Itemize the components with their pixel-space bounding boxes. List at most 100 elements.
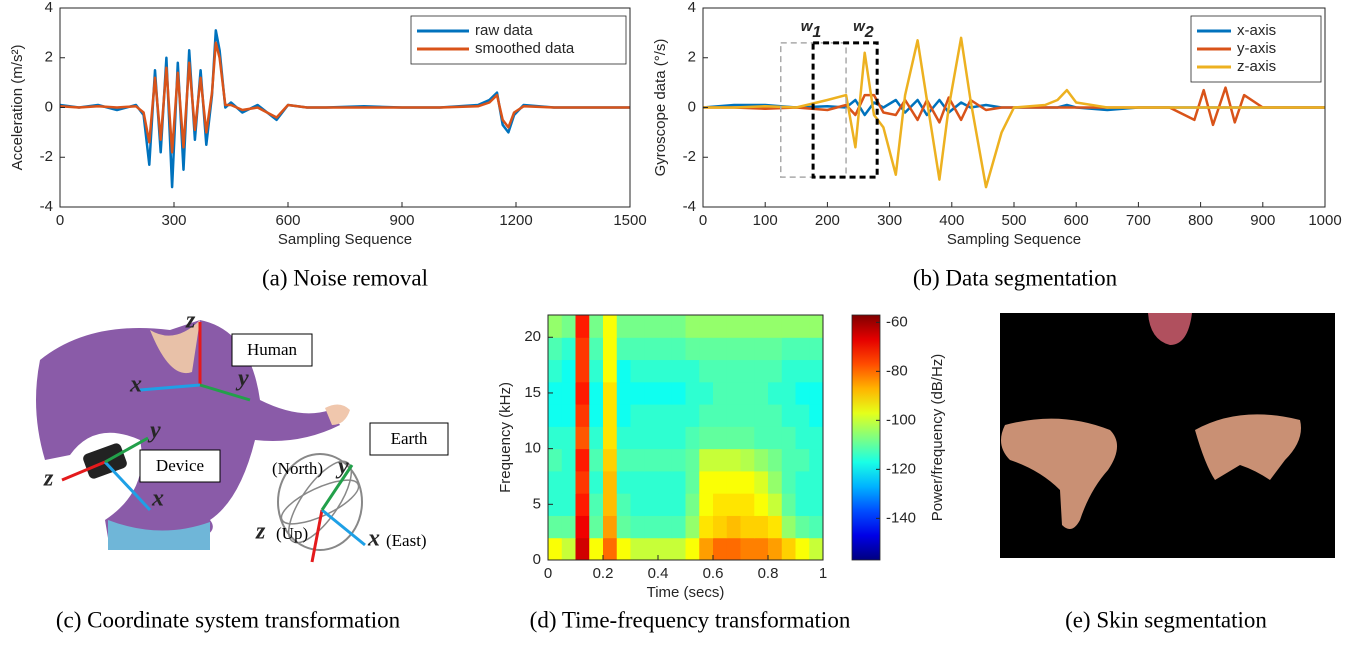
spectrogram-cell	[616, 381, 631, 405]
spectrogram-cell	[671, 381, 686, 405]
spectrogram-cell	[616, 537, 631, 561]
window-label: w2	[853, 18, 874, 41]
spectrogram-cell	[561, 359, 576, 383]
skin-region	[1195, 414, 1301, 480]
window-box	[811, 41, 879, 179]
x-tick-label: 600	[275, 212, 300, 229]
spectrogram-cell	[671, 493, 686, 516]
spectrogram-cell	[630, 337, 645, 361]
spectrogram-cell	[685, 493, 700, 516]
x-tick-label: 900	[1250, 212, 1275, 229]
spectrogram-cell	[726, 426, 741, 450]
colorbar	[851, 314, 881, 561]
spectrogram-cell	[589, 515, 604, 539]
spectrogram-cell	[713, 515, 728, 539]
spectrogram-cell	[658, 470, 673, 494]
y-axis-label: Acceleration (m/s²)	[9, 45, 26, 171]
spectrogram-cell	[616, 337, 631, 361]
axis-arrow	[199, 383, 251, 402]
y-tick-label: 2	[45, 49, 53, 66]
x-tick-label: 0.4	[648, 565, 669, 582]
spectrogram-cell	[575, 337, 590, 361]
spectrogram-cell	[603, 359, 618, 383]
spectrogram-cell	[658, 537, 673, 561]
spectrogram-cell	[809, 426, 824, 450]
label-box	[369, 422, 449, 456]
axis-letter: z	[185, 308, 196, 334]
spectrogram-cell	[616, 426, 631, 450]
spectrogram-cell	[658, 515, 673, 539]
axis-arrow	[310, 509, 324, 563]
human-jeans	[108, 520, 210, 550]
spectrogram-cell	[603, 315, 618, 338]
y-tick-label: 10	[524, 440, 541, 457]
spectrogram-cell	[768, 515, 783, 539]
spectrogram-cell	[548, 515, 563, 539]
spectrogram-cell	[644, 493, 659, 516]
colorbar-tick-label: -120	[886, 460, 916, 477]
label-box	[231, 333, 313, 367]
x-tick-label: 0	[699, 212, 707, 229]
spectrogram-cell	[809, 381, 824, 405]
spectrogram-cell	[740, 470, 755, 494]
spectrogram-cell	[658, 337, 673, 361]
spectrogram-cell	[685, 404, 700, 427]
y-tick-label: 5	[533, 495, 541, 512]
spectrogram-cell	[699, 404, 714, 427]
spectrogram-cell	[671, 470, 686, 494]
colorbar-tick-label: -140	[886, 509, 916, 526]
spectrogram-cell	[561, 448, 576, 472]
spectrogram-cell	[754, 448, 769, 472]
spectrogram-cell	[658, 448, 673, 472]
spectrogram-cell	[603, 381, 618, 405]
note: (North)	[272, 459, 323, 478]
spectrogram-cell	[726, 381, 741, 405]
axis-letter: x	[151, 486, 164, 512]
spectrogram-cell	[589, 493, 604, 516]
spectrogram-cell	[548, 337, 563, 361]
spectrogram-cell	[795, 404, 810, 427]
axis-letter: z	[255, 519, 266, 545]
spectrogram-cell	[616, 404, 631, 427]
skin-region	[1001, 418, 1118, 529]
spectrogram-cell	[699, 381, 714, 405]
spectrogram-cell	[616, 315, 631, 338]
y-axis-label: Gyroscope data (°/s)	[652, 39, 669, 177]
spectrogram-cell	[685, 470, 700, 494]
spectrogram-cell	[671, 448, 686, 472]
spectrogram-cell	[575, 404, 590, 427]
legend-label: y-axis	[1237, 40, 1276, 57]
spectrogram-cell	[685, 537, 700, 561]
colorbar-tick-label: -80	[886, 362, 908, 379]
spectrogram-cell	[644, 448, 659, 472]
spectrogram-cell	[781, 359, 796, 383]
spectrogram-cell	[603, 537, 618, 561]
x-tick-label: 300	[161, 212, 186, 229]
spectrogram-cell	[713, 493, 728, 516]
spectrogram-cell	[768, 493, 783, 516]
colorbar-tick-label: -100	[886, 411, 916, 428]
spectrogram-cell	[630, 470, 645, 494]
legend-label: x-axis	[1237, 22, 1276, 39]
x-axis-label: Time (secs)	[647, 584, 725, 601]
data-line	[703, 86, 1325, 127]
x-tick-label: 1500	[613, 212, 646, 229]
spectrogram-cell	[644, 470, 659, 494]
spectrogram-cell	[809, 493, 824, 516]
spectrogram-cell	[781, 537, 796, 561]
spectrogram-cell	[644, 404, 659, 427]
spectrogram-cell	[685, 426, 700, 450]
x-tick-label: 0.6	[703, 565, 724, 582]
spectrogram-cell	[699, 470, 714, 494]
x-tick-label: 900	[389, 212, 414, 229]
colorbar-tick-label: -60	[886, 313, 908, 330]
human-neck	[150, 320, 200, 374]
spectrogram-cell	[795, 493, 810, 516]
spectrogram-cell	[699, 426, 714, 450]
spectrogram-cell	[740, 359, 755, 383]
spectrogram-cell	[644, 381, 659, 405]
spectrogram-cell	[589, 315, 604, 338]
spectrogram-cell	[809, 359, 824, 383]
spectrogram-cell	[781, 315, 796, 338]
